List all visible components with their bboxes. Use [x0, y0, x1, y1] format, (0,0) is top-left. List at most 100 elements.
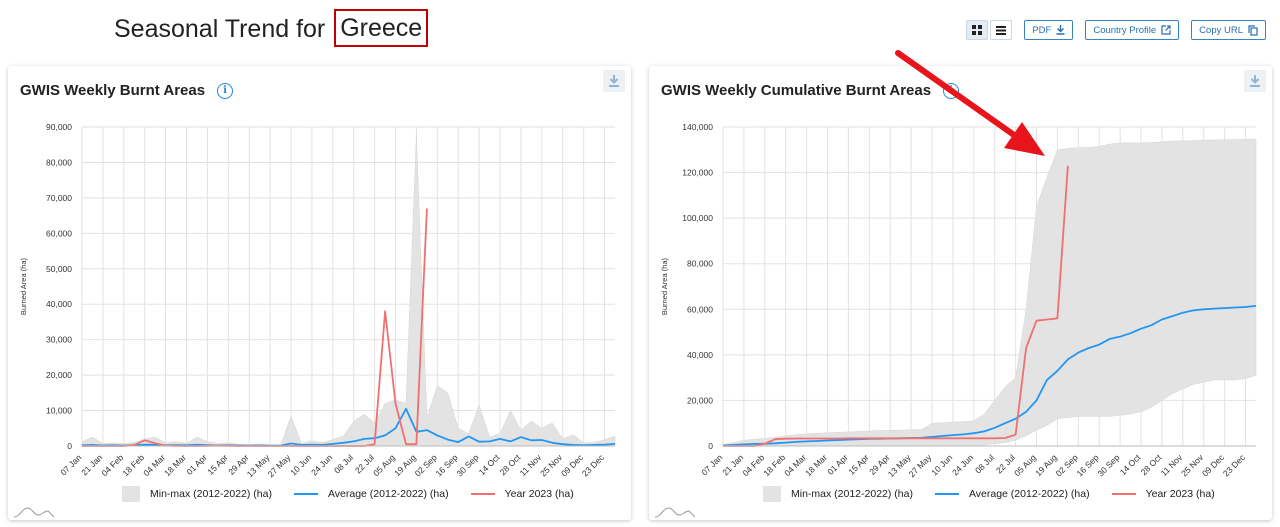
copy-url-button[interactable]: Copy URL [1191, 20, 1266, 40]
chart-title-text: GWIS Weekly Burnt Areas [20, 82, 206, 99]
legend-year-swatch [1111, 493, 1136, 495]
x-tick-label: 16 Sep [1075, 452, 1101, 478]
pdf-label: PDF [1032, 24, 1052, 36]
list-view-button[interactable] [990, 20, 1013, 40]
y-tick-label: 90,000 [46, 122, 72, 132]
legend-average-swatch [934, 493, 959, 495]
x-tick-label: 15 Apr [205, 452, 230, 477]
y-tick-label: 30,000 [46, 335, 72, 345]
chart-download-button[interactable] [1244, 70, 1266, 92]
year-2023-line [723, 165, 1069, 447]
gwis-logo-icon [655, 507, 695, 518]
x-tick-label: 18 Mar [162, 452, 188, 478]
y-tick-label: 20,000 [46, 370, 72, 380]
download-icon [1250, 75, 1260, 87]
x-tick-label: 18 Feb [120, 452, 146, 478]
pdf-button[interactable]: PDF [1024, 20, 1074, 40]
view-toggle [966, 20, 1013, 40]
x-tick-label: 18 Feb [761, 452, 787, 478]
x-tick-label: 04 Feb [740, 452, 766, 478]
x-tick-label: 14 Oct [477, 452, 502, 477]
x-tick-label: 08 Jul [973, 452, 996, 475]
country-profile-button[interactable]: Country Profile [1085, 20, 1180, 40]
gwis-logo-icon [14, 507, 54, 518]
page-title: Seasonal Trend for Greece [114, 9, 429, 48]
legend-minmax[interactable]: Min-max (2012-2022) (ha) [122, 486, 272, 502]
y-tick-label: 40,000 [46, 299, 72, 309]
y-tick-label: 120,000 [682, 168, 713, 178]
toolbar: PDF Country Profile Copy URL [966, 20, 1266, 40]
y-tick-label: 60,000 [687, 304, 713, 314]
copy-url-label: Copy URL [1199, 24, 1243, 36]
x-tick-label: 18 Mar [803, 452, 829, 478]
x-tick-label: 10 Jun [929, 452, 954, 477]
x-tick-label: 05 Aug [371, 452, 397, 478]
y-tick-label: 60,000 [46, 228, 72, 238]
y-tick-label: 140,000 [682, 122, 713, 132]
x-tick-label: 23 Dec [1221, 452, 1248, 479]
x-tick-label: 01 Apr [825, 452, 850, 477]
y-axis-label: Burned Area (ha) [19, 257, 28, 315]
country-profile-label: Country Profile [1093, 24, 1157, 36]
weekly-burnt-areas-chart: 0 10,000 20,000 30,000 40,000 50,000 60,000 70,… [19, 122, 616, 479]
x-tick-label: 08 Jul [332, 452, 355, 475]
y-tick-label: 80,000 [687, 259, 713, 269]
weekly-cumulative-burnt-areas-chart: 0 20,000 40,000 60,000 80,000 100,000 120,000 1… [660, 122, 1257, 479]
x-tick-label: 04 Mar [141, 452, 167, 478]
x-tick-label: 07 Jan [58, 452, 83, 477]
weekly-burnt-areas-card: GWIS Weekly Burnt Areas i 0 10,000 20,000 3… [8, 66, 631, 520]
x-tick-label: 27 May [266, 452, 293, 479]
chart-legend: Min-max (2012-2022) (ha) Average (2012-2… [763, 486, 1215, 502]
y-tick-label: 80,000 [46, 157, 72, 167]
x-tick-label: 16 Sep [434, 452, 460, 478]
y-tick-label: 20,000 [687, 395, 713, 405]
legend-year[interactable]: Year 2023 (ha) [1111, 488, 1215, 500]
x-tick-label: 30 Sep [454, 452, 480, 478]
y-tick-label: 0 [708, 441, 713, 451]
info-icon[interactable]: i [217, 82, 234, 99]
x-tick-label: 01 Apr [184, 452, 209, 477]
download-icon [1056, 25, 1065, 35]
chart-legend: Min-max (2012-2022) (ha) Average (2012-2… [122, 486, 574, 502]
grid-view-button[interactable] [966, 20, 989, 40]
y-tick-label: 0 [67, 441, 72, 451]
x-tick-label: 23 Dec [580, 452, 607, 479]
legend-average-swatch [293, 493, 318, 495]
legend-minmax[interactable]: Min-max (2012-2022) (ha) [763, 486, 913, 502]
x-tick-label: 14 Oct [1118, 452, 1143, 477]
x-tick-label: 15 Apr [846, 452, 871, 477]
x-tick-label: 05 Aug [1012, 452, 1038, 478]
y-tick-label: 70,000 [46, 193, 72, 203]
legend-year-swatch [470, 493, 495, 495]
chart-title: GWIS Weekly Burnt Areas i [20, 82, 234, 99]
legend-average[interactable]: Average (2012-2022) (ha) [934, 488, 1090, 500]
x-tick-label: 24 Jun [309, 452, 334, 477]
legend-minmax-label: Min-max (2012-2022) (ha) [791, 488, 913, 500]
country-name: Greece [334, 9, 429, 47]
grid-icon [972, 25, 983, 35]
weekly-cumulative-burnt-areas-card: GWIS Weekly Cumulative Burnt Areas i 0 20… [649, 66, 1272, 520]
list-icon [996, 25, 1007, 35]
y-axis-label: Burned Area (ha) [660, 257, 669, 315]
legend-year[interactable]: Year 2023 (ha) [470, 488, 574, 500]
legend-minmax-swatch [763, 486, 781, 502]
y-tick-label: 40,000 [687, 350, 713, 360]
x-tick-label: 07 Jan [699, 452, 724, 477]
y-tick-label: 100,000 [682, 213, 713, 223]
legend-year-label: Year 2023 (ha) [1145, 488, 1215, 500]
x-tick-label: 30 Sep [1095, 452, 1121, 478]
minmax-band [81, 134, 616, 447]
x-tick-label: 02 Sep [1054, 452, 1080, 478]
legend-average[interactable]: Average (2012-2022) (ha) [293, 488, 449, 500]
legend-average-label: Average (2012-2022) (ha) [327, 488, 449, 500]
y-tick-label: 10,000 [46, 406, 72, 416]
x-tick-label: 04 Mar [782, 452, 808, 478]
legend-minmax-swatch [122, 486, 140, 502]
y-tick-label: 50,000 [46, 264, 72, 274]
legend-average-label: Average (2012-2022) (ha) [968, 488, 1090, 500]
chart-title-text: GWIS Weekly Cumulative Burnt Areas [661, 82, 932, 99]
copy-icon [1248, 24, 1258, 36]
x-tick-label: 27 May [907, 452, 934, 479]
x-tick-label: 24 Jun [950, 452, 975, 477]
chart-download-button[interactable] [603, 70, 625, 92]
